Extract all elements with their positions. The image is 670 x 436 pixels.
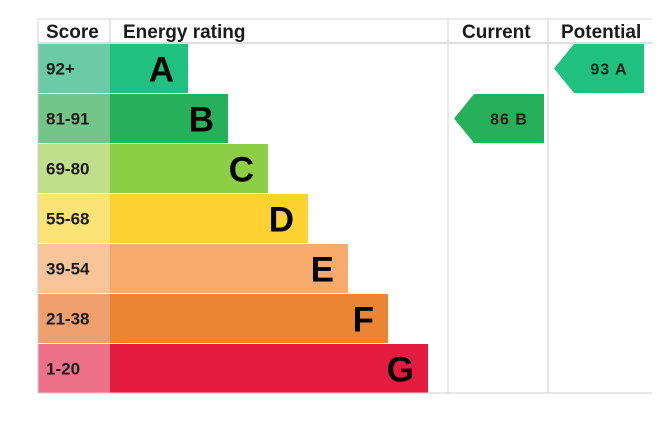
band-letter-d: D	[269, 201, 294, 240]
band-letter-a: A	[149, 51, 174, 90]
score-label-g: 1-20	[46, 360, 80, 379]
energy-rating-column-header: Energy rating	[123, 22, 245, 43]
score-cell-d	[38, 194, 110, 243]
rating-bar-e	[110, 244, 348, 293]
current-rating-arrow: 86 B	[454, 94, 544, 143]
score-cell-b	[38, 94, 110, 143]
band-letter-b: B	[189, 101, 214, 140]
band-row-g: 1-20 G	[38, 344, 428, 393]
potential-rating-arrow: 93 A	[554, 44, 644, 93]
band-row-b: 81-91 B	[38, 94, 228, 143]
chart-grid	[37, 19, 652, 394]
rating-bar-b	[110, 94, 228, 143]
score-cell-g	[38, 344, 110, 393]
potential-column-header: Potential	[561, 22, 641, 43]
band-letter-c: C	[229, 151, 254, 190]
current-rating-arrow-label: 86 B	[490, 112, 528, 129]
band-letter-f: F	[353, 301, 374, 340]
band-letter-g: G	[387, 351, 414, 390]
rating-bands: 92+ A 81-91 B 69-80 C 55-68 D 39-54 E 21-38 F 1-20 G	[38, 44, 428, 393]
score-label-f: 21-38	[46, 310, 89, 329]
current-rating-arrow-shape	[454, 94, 544, 143]
rating-bar-g	[110, 344, 428, 393]
chart-header: Score Energy rating Current Potential	[38, 18, 652, 44]
band-row-a: 92+ A	[38, 44, 188, 93]
score-label-a: 92+	[46, 60, 75, 79]
rating-bar-c	[110, 144, 268, 193]
rating-arrows: 86 B 93 A	[454, 44, 644, 143]
potential-rating-arrow-shape	[554, 44, 644, 93]
score-label-e: 39-54	[46, 260, 90, 279]
rating-bar-a	[110, 44, 188, 93]
score-cell-e	[38, 244, 110, 293]
band-row-f: 21-38 F	[38, 294, 388, 343]
rating-bar-f	[110, 294, 388, 343]
band-letter-e: E	[311, 251, 334, 290]
score-cell-f	[38, 294, 110, 343]
rating-bar-d	[110, 194, 308, 243]
score-label-b: 81-91	[46, 110, 89, 129]
band-row-c: 69-80 C	[38, 144, 268, 193]
current-column-header: Current	[462, 22, 531, 43]
score-cell-c	[38, 144, 110, 193]
band-row-e: 39-54 E	[38, 244, 348, 293]
score-label-d: 55-68	[46, 210, 89, 229]
score-cell-a	[38, 44, 110, 93]
band-row-d: 55-68 D	[38, 194, 308, 243]
score-label-c: 69-80	[46, 160, 89, 179]
score-column-header: Score	[46, 22, 99, 43]
potential-rating-arrow-label: 93 A	[590, 62, 627, 79]
